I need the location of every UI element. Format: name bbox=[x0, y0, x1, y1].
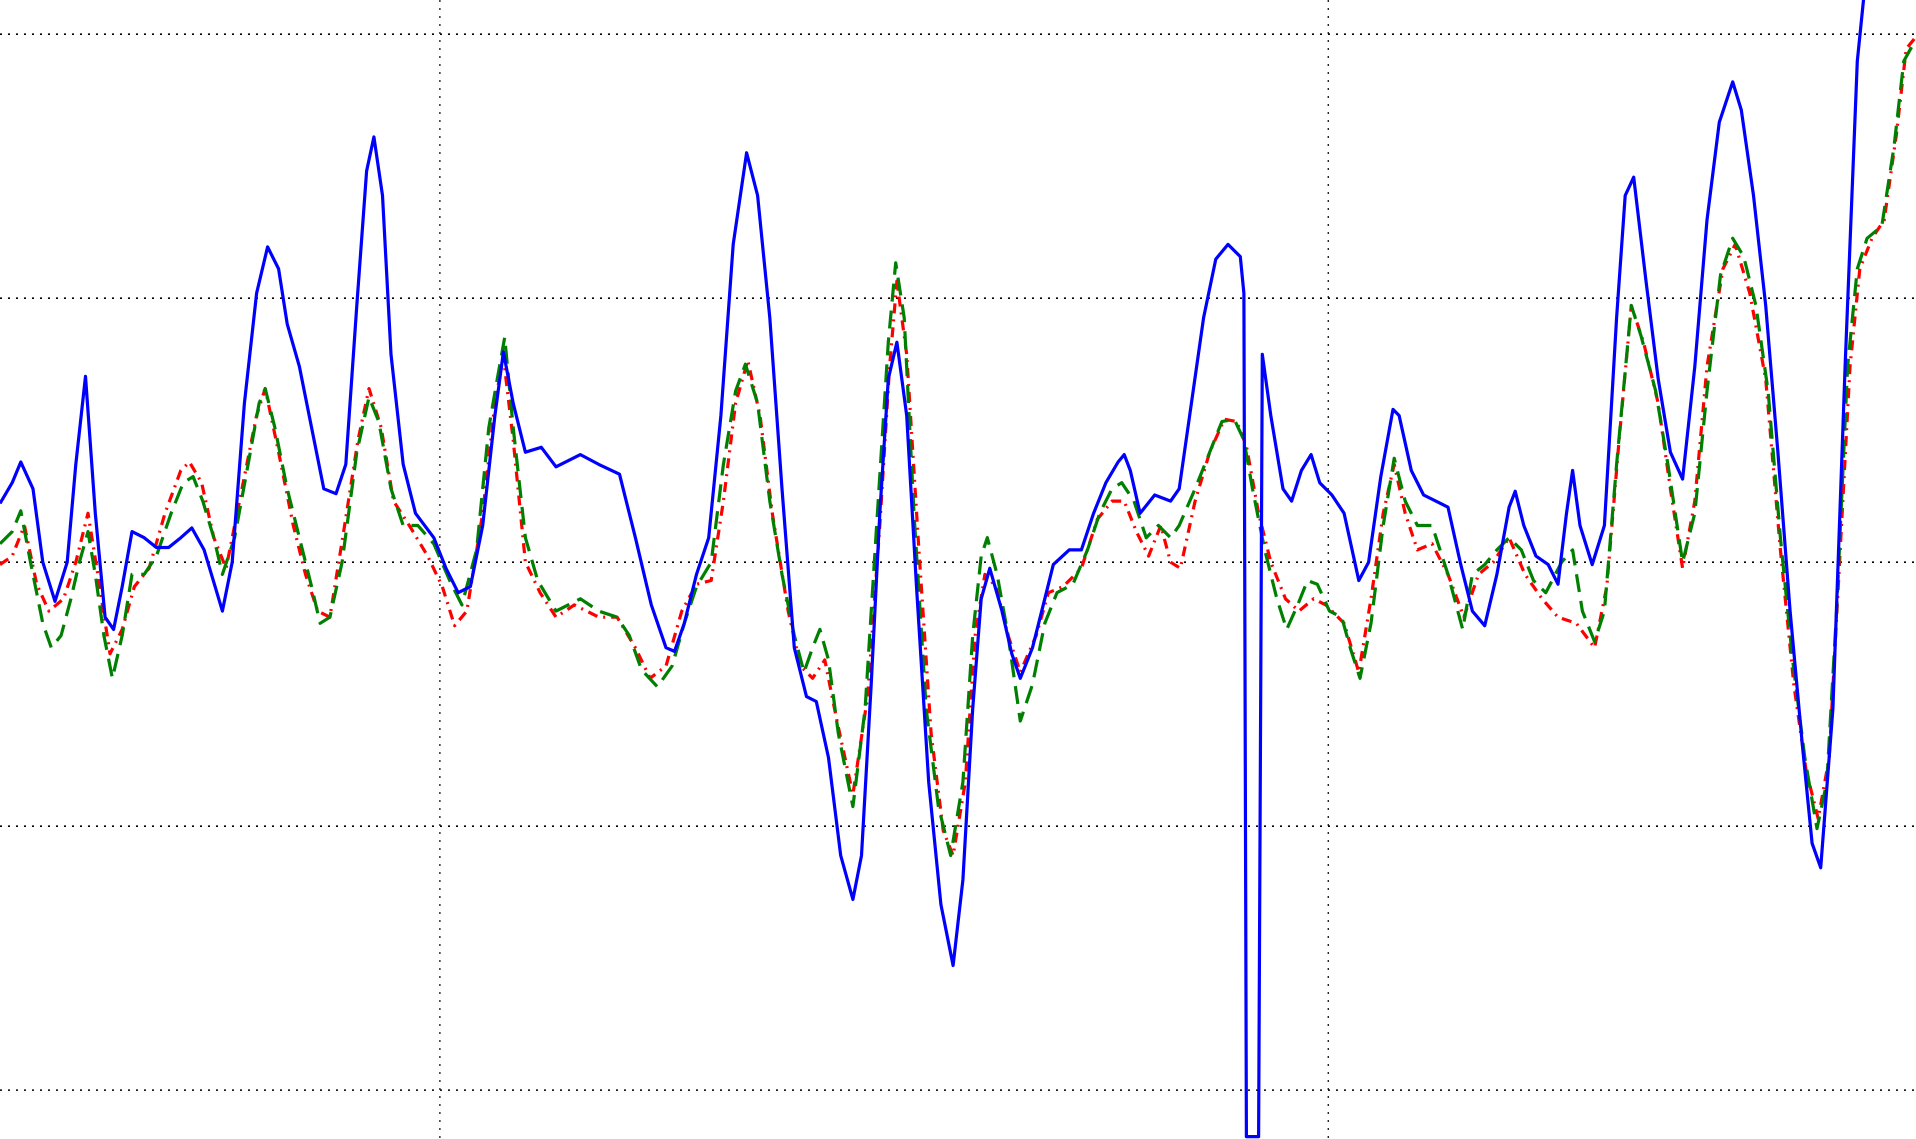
series-line bbox=[0, 0, 1866, 1139]
series-line bbox=[0, 38, 1916, 858]
series-line bbox=[0, 35, 1916, 858]
